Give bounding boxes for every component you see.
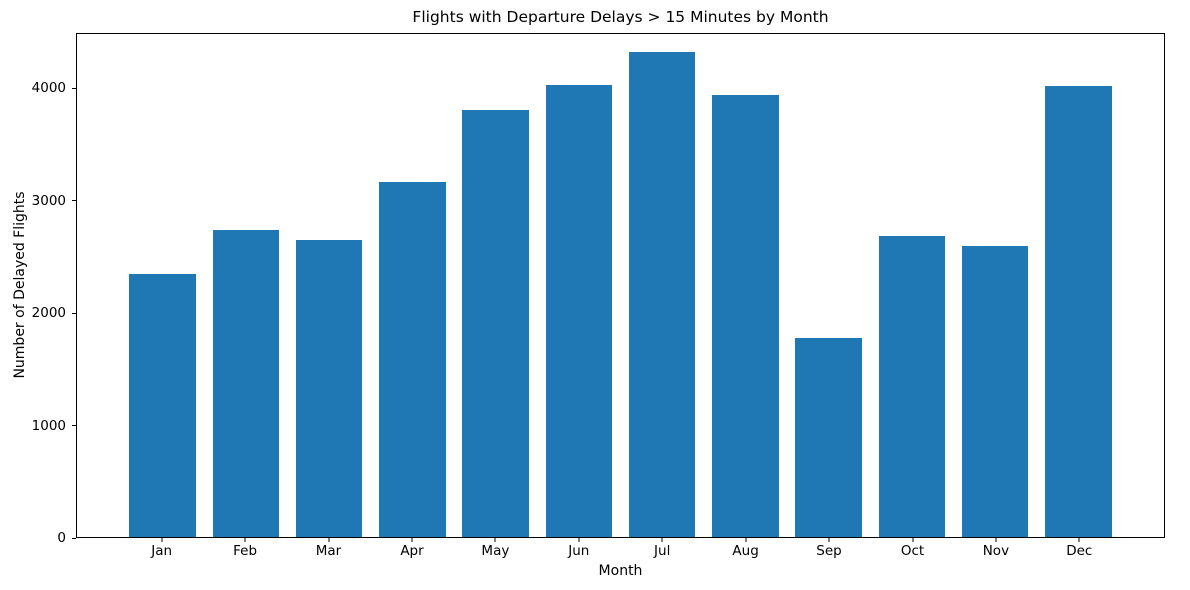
x-tick-label: Oct (900, 543, 925, 559)
y-tick-label: 1000 (31, 417, 66, 434)
bar-slot (288, 34, 371, 537)
x-tick-label: Jan (151, 543, 173, 559)
x-tick-mark (411, 538, 413, 542)
y-tick-label: 2000 (31, 305, 66, 322)
bar-may (462, 109, 529, 537)
bar-feb (212, 230, 280, 537)
x-tick-mark (161, 538, 163, 542)
bar-oct (878, 235, 946, 537)
bar-aug (712, 95, 779, 537)
x-tick-label: Mar (315, 543, 342, 559)
bar-nov (961, 245, 1029, 537)
x-tick-label: Nov (982, 543, 1010, 559)
bar-slot (621, 34, 704, 537)
bar-slot (537, 34, 620, 537)
x-axis-label: Month (598, 563, 643, 579)
bar-slot (204, 34, 287, 537)
bar-slot (704, 34, 787, 537)
y-tick-mark (72, 87, 76, 89)
bar-jan (129, 273, 196, 537)
y-tick-mark (72, 312, 76, 314)
y-axis-label: Number of Delayed Flights (12, 191, 28, 379)
bar-jul (628, 52, 696, 537)
x-tick-mark (328, 538, 329, 542)
bars-container (77, 34, 1164, 537)
bar-slot (121, 34, 204, 537)
x-tick-label: Sep (816, 543, 842, 559)
chart-title: Flights with Departure Delays > 15 Minut… (412, 8, 829, 26)
y-tick-label: 0 (57, 530, 66, 546)
y-tick-mark (72, 425, 76, 426)
x-tick-mark (578, 538, 580, 542)
x-tick-mark (244, 538, 246, 542)
bar-jun (545, 84, 613, 537)
x-tick-mark (995, 538, 997, 542)
x-tick-label: Aug (732, 543, 759, 559)
x-tick-label: Jun (568, 543, 590, 559)
bar-slot (787, 34, 870, 537)
y-tick-mark (72, 537, 76, 539)
y-tick-label: 4000 (31, 80, 66, 97)
x-tick-mark (745, 538, 747, 542)
bar-slot (954, 34, 1037, 537)
bar-slot (870, 34, 953, 537)
x-tick-label: Dec (1066, 543, 1093, 559)
x-tick-label: May (481, 543, 510, 559)
y-tick-mark (72, 200, 76, 202)
x-tick-mark (828, 538, 830, 542)
x-tick-mark (912, 538, 913, 542)
bar-apr (379, 181, 446, 537)
bar-sep (795, 337, 862, 537)
bar-slot (454, 34, 537, 537)
bar-slot (1037, 34, 1120, 537)
bar-slot (371, 34, 454, 537)
x-tick-mark (661, 538, 663, 542)
y-tick-label: 3000 (31, 192, 66, 209)
bar-mar (295, 240, 363, 537)
bar-dec (1045, 86, 1112, 537)
x-tick-mark (1078, 538, 1080, 542)
plot-area (76, 33, 1165, 538)
x-tick-label: Jul (654, 543, 671, 559)
x-tick-label: Apr (400, 543, 424, 559)
x-tick-mark (494, 538, 496, 542)
x-tick-label: Feb (233, 543, 258, 559)
